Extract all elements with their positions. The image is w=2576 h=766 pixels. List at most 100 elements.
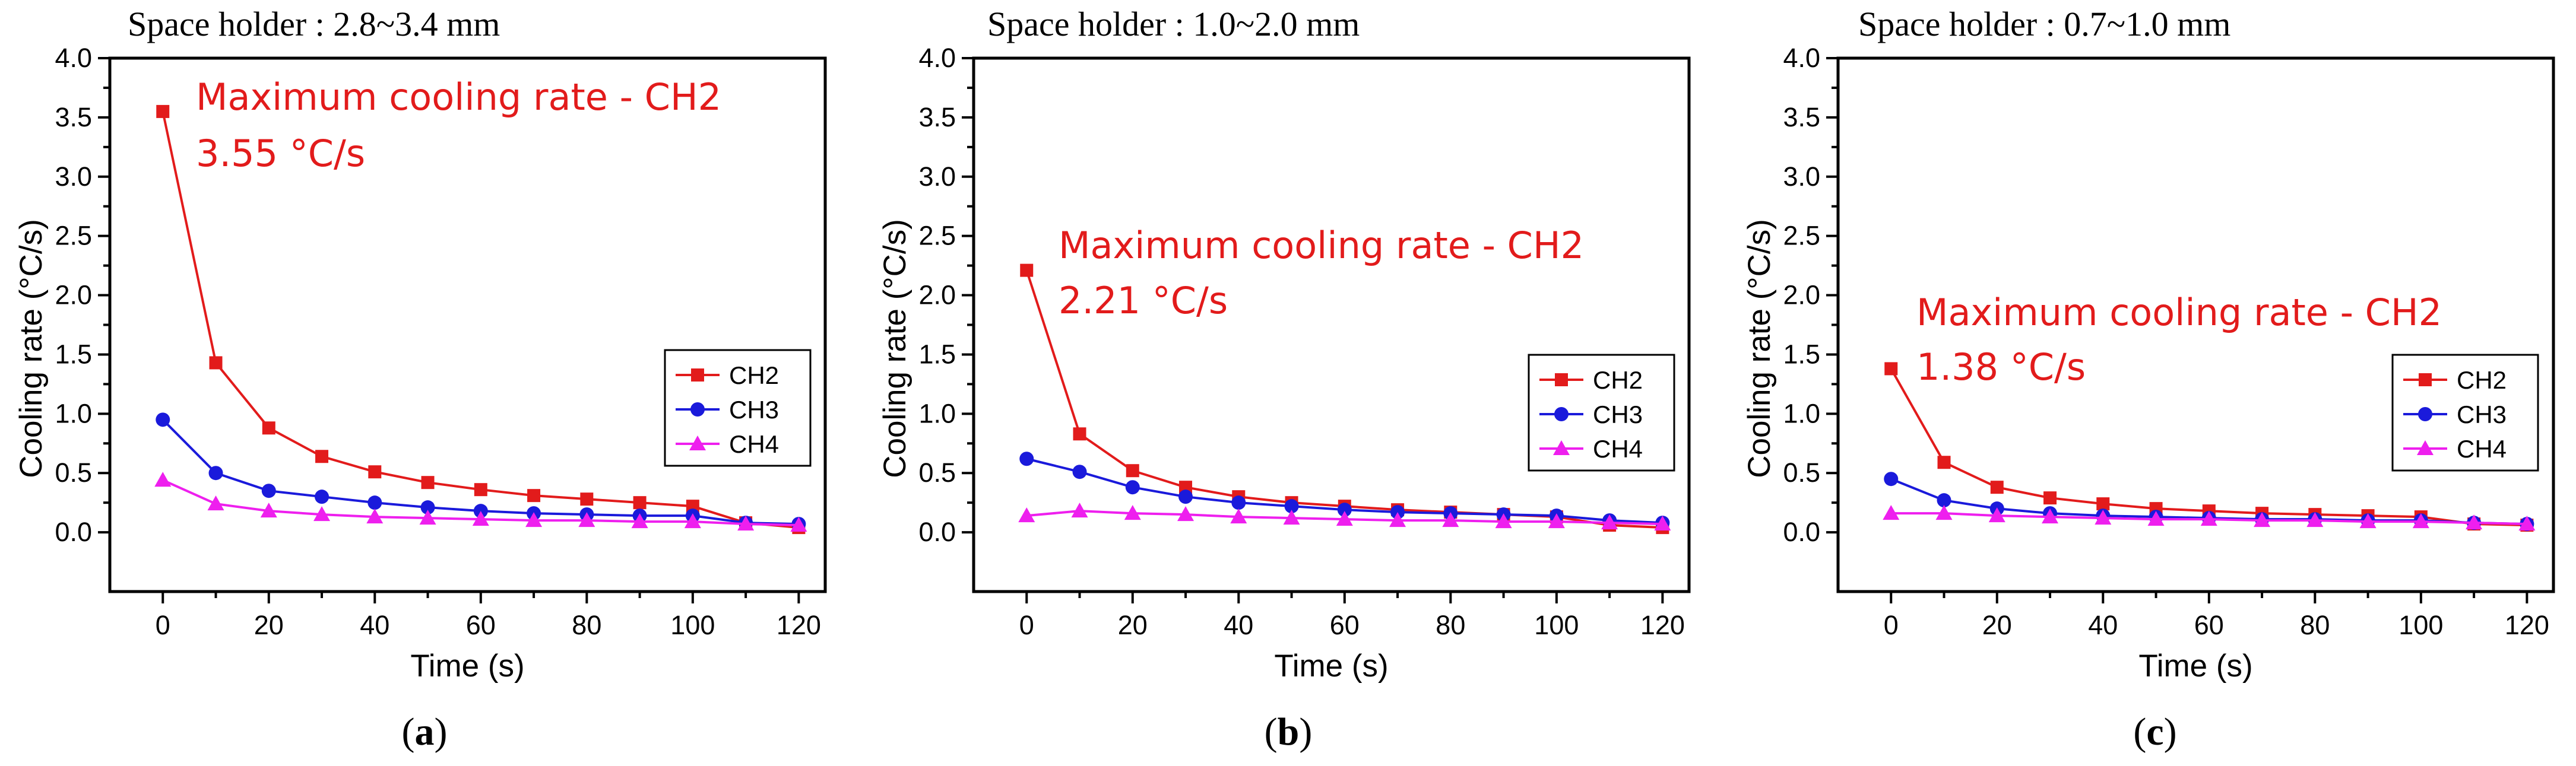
- data-point-ch4: [260, 503, 277, 518]
- data-point-ch3: [1178, 490, 1193, 504]
- data-point-ch2: [421, 476, 435, 490]
- legend-label-ch4: CH4: [2457, 435, 2507, 463]
- y-tick-label: 1.5: [1783, 339, 1820, 369]
- x-tick-label: 120: [2505, 610, 2549, 640]
- legend: CH2 CH3 CH4: [2391, 354, 2539, 472]
- data-point-ch4: [790, 517, 807, 532]
- legend-marker-ch3: [690, 402, 705, 417]
- data-point-ch4: [207, 495, 224, 511]
- y-tick-label: 4.0: [918, 43, 956, 73]
- y-tick-label: 3.5: [55, 102, 92, 132]
- legend-marker-ch2: [1555, 373, 1568, 386]
- x-tick-label: 100: [670, 610, 715, 640]
- data-point-ch3: [1337, 503, 1352, 517]
- data-point-ch2: [2043, 491, 2057, 505]
- y-tick-label: 1.5: [55, 339, 92, 369]
- x-tick-label: 80: [572, 610, 601, 640]
- legend-label-ch3: CH3: [1593, 401, 1643, 428]
- y-axis-label: Cooling rate (°C/s): [14, 219, 49, 478]
- data-point-ch4: [2412, 513, 2429, 529]
- legend-label-ch3: CH3: [729, 396, 779, 424]
- data-point-ch4: [419, 510, 436, 525]
- x-axis-label: Time (s): [410, 649, 524, 684]
- x-tick-label: 80: [1436, 610, 1465, 640]
- y-tick-label: 2.0: [1783, 280, 1820, 310]
- x-tick-label: 20: [254, 610, 284, 640]
- data-point-ch3: [1125, 480, 1140, 495]
- y-tick-label: 3.0: [55, 161, 92, 192]
- data-point-ch4: [2095, 510, 2112, 525]
- chart-panel-c: Space holder : 0.7~1.0 mm 0.0 0.5 1.0 1.5 2.0…: [1742, 5, 2555, 754]
- y-tick-label: 3.0: [1783, 161, 1820, 192]
- legend-label-ch2: CH2: [729, 361, 779, 389]
- data-point-ch2: [1073, 427, 1086, 441]
- data-point-ch4: [1124, 505, 1141, 520]
- data-point-ch2: [262, 421, 275, 435]
- y-tick-label: 3.5: [918, 102, 956, 132]
- data-point-ch3: [1231, 495, 1246, 510]
- data-point-ch4: [2042, 508, 2059, 524]
- data-point-ch2: [156, 104, 170, 118]
- data-point-ch4: [1230, 508, 1247, 524]
- annotation-title: Maximum cooling rate - CH2: [1059, 224, 1584, 267]
- x-tick-label: 0: [1884, 610, 1899, 640]
- data-point-ch3: [1019, 452, 1034, 466]
- panel-label: (c): [2133, 710, 2176, 754]
- x-tick-label: 80: [2300, 610, 2330, 640]
- legend: CH2 CH3 CH4: [664, 349, 812, 467]
- x-tick-label: 100: [2398, 610, 2443, 640]
- data-point-ch4: [1177, 506, 1194, 522]
- y-tick-label: 0.5: [918, 457, 956, 488]
- data-point-ch4: [2466, 514, 2483, 530]
- data-point-ch4: [2147, 511, 2165, 526]
- panel-label: (b): [1265, 710, 1313, 754]
- data-point-ch4: [1601, 514, 1618, 530]
- chart-panel-a: Space holder : 2.8~3.4 mm 0.0 0.5 1.0 1.5 2.0…: [14, 5, 827, 754]
- data-point-ch4: [472, 511, 489, 526]
- data-point-ch2: [1937, 456, 1951, 469]
- y-tick-label: 2.5: [1783, 221, 1820, 251]
- legend-marker-ch4: [2417, 440, 2434, 455]
- data-point-ch3: [156, 412, 170, 427]
- data-point-ch3: [208, 466, 223, 481]
- legend-marker-ch4: [1553, 440, 1570, 455]
- y-axis-label: Cooling rate (°C/s): [877, 219, 912, 478]
- y-axis-label: Cooling rate (°C/s): [1742, 219, 1777, 478]
- data-point-ch4: [2254, 512, 2271, 527]
- data-point-ch4: [1018, 507, 1035, 523]
- y-tick-label: 3.0: [918, 161, 956, 192]
- data-point-ch4: [1935, 505, 1953, 520]
- y-tick-label: 0.5: [55, 457, 92, 488]
- data-point-ch3: [1284, 499, 1299, 514]
- data-point-ch2: [368, 465, 382, 479]
- legend-label-ch3: CH3: [2457, 401, 2507, 428]
- x-tick-label: 20: [1118, 610, 1148, 640]
- data-point-ch4: [1336, 511, 1353, 526]
- panel-label: (a): [402, 710, 448, 754]
- data-point-ch2: [1884, 362, 1898, 376]
- y-tick-label: 1.0: [918, 398, 956, 428]
- data-point-ch2: [1020, 263, 1034, 277]
- data-point-ch3: [1937, 493, 1951, 508]
- data-point-ch4: [631, 513, 648, 529]
- x-tick-label: 0: [1019, 610, 1034, 640]
- y-tick-label: 3.5: [1783, 102, 1820, 132]
- x-tick-label: 120: [777, 610, 821, 640]
- data-point-ch3: [1072, 465, 1087, 479]
- data-point-ch2: [1126, 464, 1139, 478]
- y-tick-label: 2.5: [918, 221, 956, 251]
- legend: CH2 CH3 CH4: [1528, 354, 1675, 472]
- y-tick-label: 0.0: [55, 517, 92, 547]
- data-point-ch2: [633, 496, 647, 510]
- legend-box: [2391, 354, 2539, 472]
- data-point-ch4: [2359, 513, 2377, 529]
- y-tick-label: 1.0: [1783, 398, 1820, 428]
- legend-marker-ch3: [1554, 407, 1569, 421]
- data-point-ch4: [684, 513, 701, 529]
- legend-box: [664, 349, 812, 467]
- data-point-ch4: [1548, 513, 1565, 529]
- data-point-ch3: [367, 495, 382, 510]
- data-point-ch4: [1389, 512, 1406, 527]
- y-tick-label: 2.0: [918, 280, 956, 310]
